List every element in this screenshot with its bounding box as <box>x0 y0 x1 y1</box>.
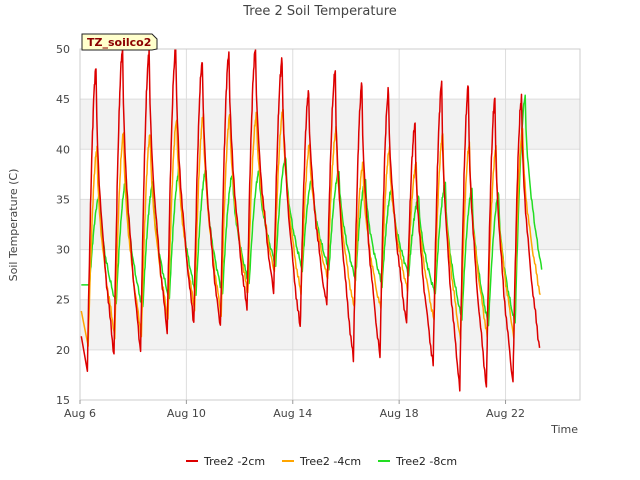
x-tick-label: Aug 14 <box>273 407 312 420</box>
x-tick-label: Aug 6 <box>64 407 96 420</box>
site-badge-label: TZ_soilco2 <box>87 36 151 49</box>
y-tick-label: 50 <box>56 43 70 56</box>
y-tick-label: 15 <box>56 394 70 407</box>
grid-band <box>80 99 580 150</box>
grid-band <box>80 299 580 350</box>
y-tick-label: 25 <box>56 294 70 307</box>
y-tick-label: 30 <box>56 244 70 257</box>
x-axis-label: Time <box>550 423 578 436</box>
x-tick-label: Aug 22 <box>486 407 525 420</box>
legend-label: Tree2 -4cm <box>299 455 361 468</box>
chart-title: Tree 2 Soil Temperature <box>242 4 397 19</box>
y-tick-label: 20 <box>56 344 70 357</box>
y-tick-label: 35 <box>56 193 70 206</box>
y-axis-label: Soil Temperature (C) <box>7 169 20 282</box>
legend-label: Tree2 -2cm <box>203 455 265 468</box>
y-tick-label: 45 <box>56 93 70 106</box>
legend-label: Tree2 -8cm <box>395 455 457 468</box>
plot-frame <box>79 48 581 401</box>
y-tick-label: 40 <box>56 143 70 156</box>
series-line-tree2-2cm <box>80 48 541 392</box>
legend: Tree2 -2cm Tree2 -4cm Tree2 -8cm <box>186 455 457 468</box>
x-tick-label: Aug 10 <box>167 407 206 420</box>
site-badge: TZ_soilco2 <box>81 33 158 51</box>
x-tick-label: Aug 18 <box>380 407 419 420</box>
